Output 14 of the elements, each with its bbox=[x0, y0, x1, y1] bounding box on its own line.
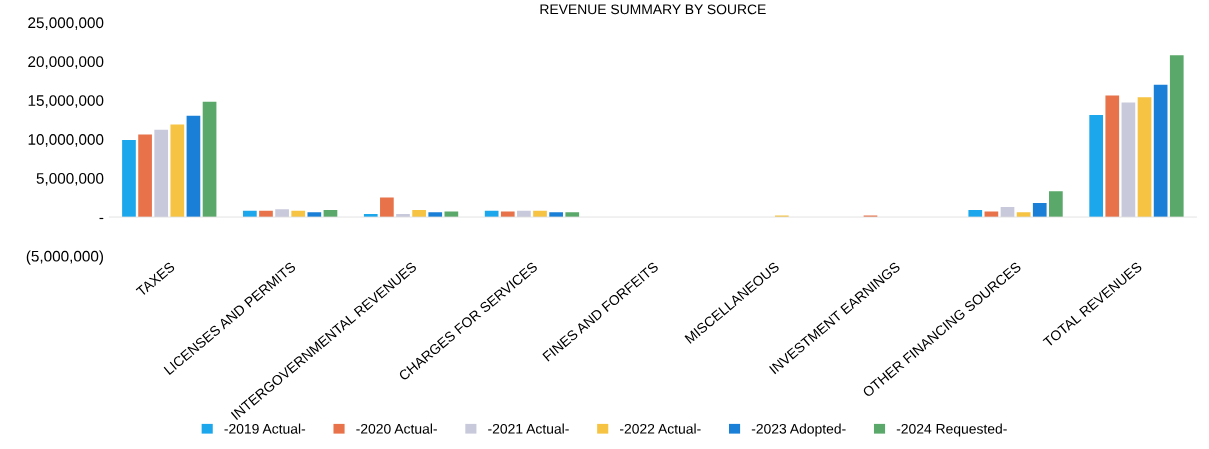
y-tick-label: 25,000,000 bbox=[28, 17, 104, 30]
legend-label: -2022 Actual- bbox=[619, 423, 701, 434]
legend-label: -2023 Adopted- bbox=[751, 423, 846, 437]
y-tick-label: 5,000,000 bbox=[36, 172, 104, 186]
y-tick-label: - bbox=[99, 217, 104, 220]
legend-label: -2020 Actual- bbox=[356, 423, 437, 434]
chart-title: REVENUE SUMMARY BY SOURCE bbox=[540, 4, 766, 15]
y-tick-label: (5,000,000) bbox=[26, 250, 104, 265]
y-tick-label: 15,000,000 bbox=[28, 95, 104, 108]
legend-label: -2021 Actual- bbox=[488, 423, 569, 434]
y-tick-label: 10,000,000 bbox=[28, 134, 104, 147]
legend-label: -2024 Requested- bbox=[896, 423, 1007, 437]
y-tick-label: 20,000,000 bbox=[28, 56, 104, 69]
legend-label: -2019 Actual- bbox=[224, 423, 306, 434]
